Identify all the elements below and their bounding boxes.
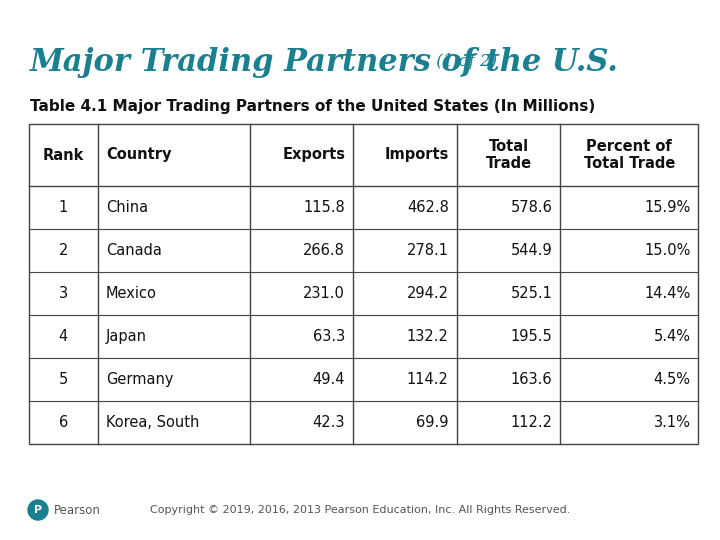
Text: Rank: Rank bbox=[42, 147, 84, 163]
Text: 2: 2 bbox=[58, 243, 68, 258]
Text: P: P bbox=[34, 505, 42, 515]
Text: Korea, South: Korea, South bbox=[106, 415, 199, 430]
Text: Mexico: Mexico bbox=[106, 286, 157, 301]
Text: 42.3: 42.3 bbox=[312, 415, 346, 430]
Text: 525.1: 525.1 bbox=[510, 286, 552, 301]
Text: 63.3: 63.3 bbox=[313, 329, 346, 344]
Text: 132.2: 132.2 bbox=[407, 329, 449, 344]
Text: Pearson: Pearson bbox=[54, 503, 101, 516]
Text: 49.4: 49.4 bbox=[312, 372, 346, 387]
Text: 462.8: 462.8 bbox=[407, 200, 449, 215]
Text: China: China bbox=[106, 200, 148, 215]
Text: Major Trading Partners of the U.S.: Major Trading Partners of the U.S. bbox=[30, 46, 619, 78]
Text: Percent of
Total Trade: Percent of Total Trade bbox=[584, 139, 675, 171]
Text: 112.2: 112.2 bbox=[510, 415, 552, 430]
Text: Country: Country bbox=[106, 147, 171, 163]
Text: Copyright © 2019, 2016, 2013 Pearson Education, Inc. All Rights Reserved.: Copyright © 2019, 2016, 2013 Pearson Edu… bbox=[150, 505, 570, 515]
Text: 114.2: 114.2 bbox=[407, 372, 449, 387]
Text: Exports: Exports bbox=[282, 147, 346, 163]
Text: 278.1: 278.1 bbox=[407, 243, 449, 258]
Text: 1: 1 bbox=[59, 200, 68, 215]
Text: 69.9: 69.9 bbox=[416, 415, 449, 430]
Text: 15.9%: 15.9% bbox=[644, 200, 690, 215]
Text: 195.5: 195.5 bbox=[510, 329, 552, 344]
Text: Japan: Japan bbox=[106, 329, 147, 344]
Text: 5: 5 bbox=[59, 372, 68, 387]
Text: (1 of 2): (1 of 2) bbox=[431, 53, 498, 71]
Text: 4: 4 bbox=[59, 329, 68, 344]
Text: 163.6: 163.6 bbox=[510, 372, 552, 387]
Text: 115.8: 115.8 bbox=[304, 200, 346, 215]
Text: 544.9: 544.9 bbox=[510, 243, 552, 258]
Text: 294.2: 294.2 bbox=[407, 286, 449, 301]
Bar bbox=[29, 124, 698, 444]
Text: 6: 6 bbox=[59, 415, 68, 430]
Text: 266.8: 266.8 bbox=[303, 243, 346, 258]
Text: 14.4%: 14.4% bbox=[644, 286, 690, 301]
Text: 3: 3 bbox=[59, 286, 68, 301]
Text: Germany: Germany bbox=[106, 372, 174, 387]
Text: Table 4.1 Major Trading Partners of the United States (In Millions): Table 4.1 Major Trading Partners of the … bbox=[30, 99, 595, 114]
Text: Canada: Canada bbox=[106, 243, 162, 258]
Text: 231.0: 231.0 bbox=[303, 286, 346, 301]
Text: 578.6: 578.6 bbox=[510, 200, 552, 215]
Text: 3.1%: 3.1% bbox=[654, 415, 690, 430]
Text: Imports: Imports bbox=[384, 147, 449, 163]
Circle shape bbox=[28, 500, 48, 520]
Text: Total
Trade: Total Trade bbox=[485, 139, 531, 171]
Text: 4.5%: 4.5% bbox=[654, 372, 690, 387]
Text: 15.0%: 15.0% bbox=[644, 243, 690, 258]
Text: 5.4%: 5.4% bbox=[654, 329, 690, 344]
